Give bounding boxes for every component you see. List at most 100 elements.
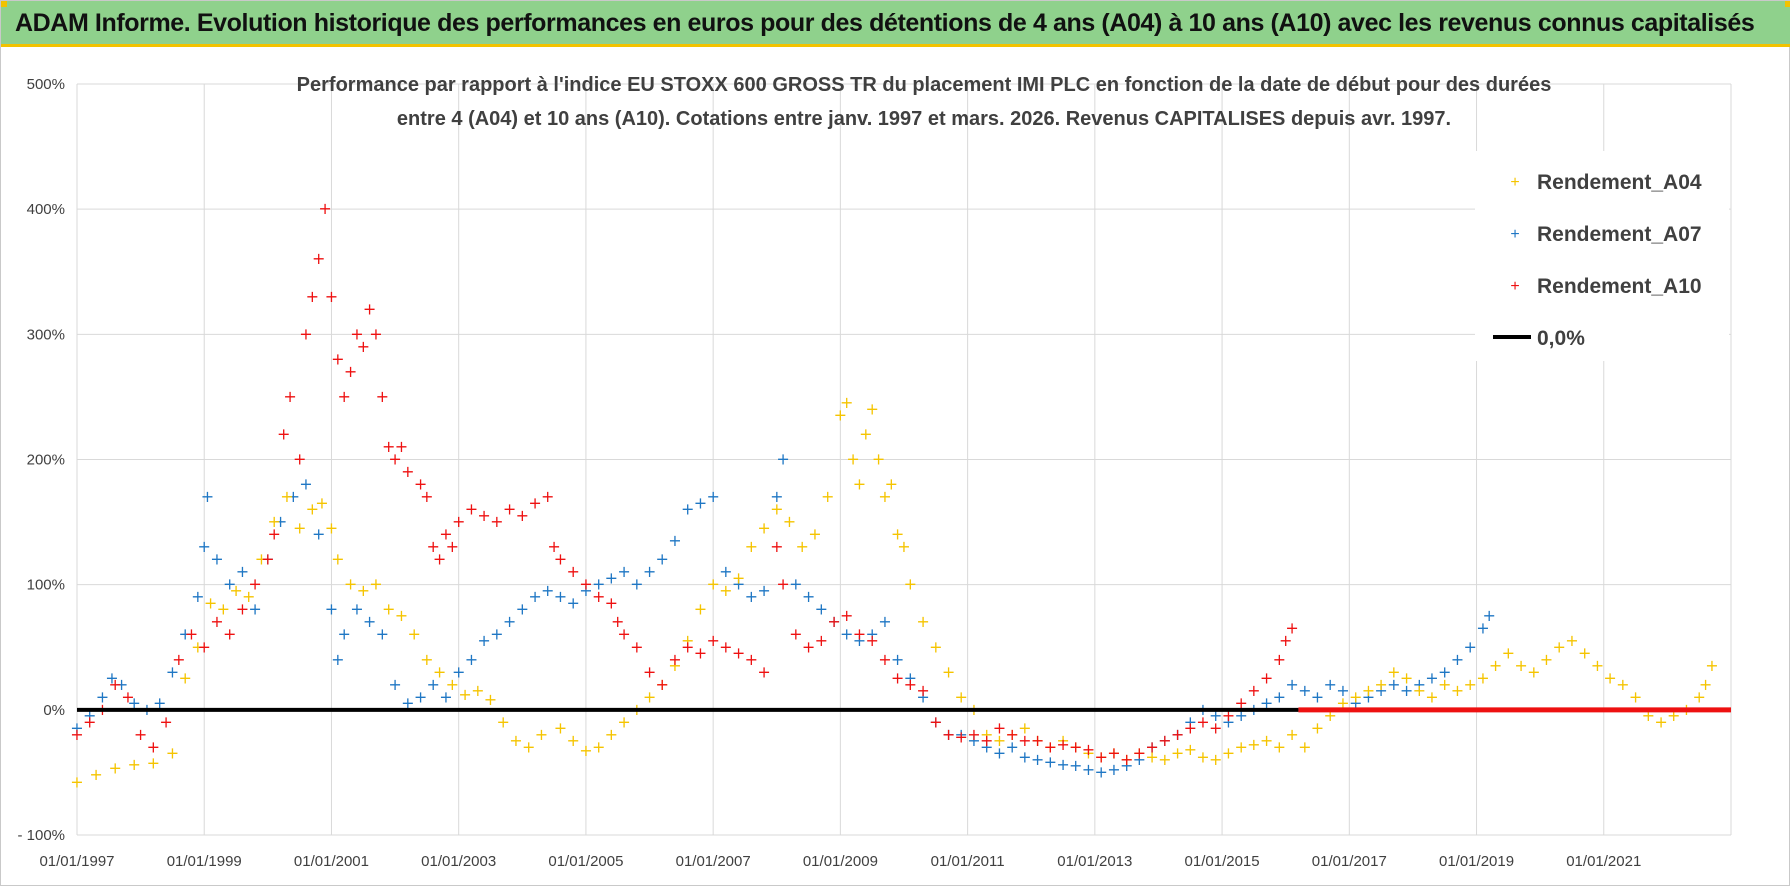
data-point: +	[337, 387, 350, 406]
data-point: +	[325, 287, 338, 306]
data-point: +	[490, 625, 503, 644]
data-point: +	[471, 681, 484, 700]
data-point: +	[229, 581, 242, 600]
data-point: +	[248, 600, 261, 619]
data-point: +	[579, 741, 592, 760]
y-tick-label: 400%	[27, 201, 65, 218]
x-tick-label: 01/01/2015	[1185, 853, 1260, 870]
data-point: +	[1095, 747, 1108, 766]
x-tick-label: 01/01/1999	[167, 853, 242, 870]
data-point: +	[891, 525, 904, 544]
data-point: +	[1298, 681, 1311, 700]
data-point: +	[1476, 618, 1489, 637]
data-point: +	[433, 662, 446, 681]
data-point: +	[477, 506, 490, 525]
data-point: +	[1387, 675, 1400, 694]
report-banner: ADAM Informe. Evolution historique des p…	[1, 1, 1790, 47]
data-point: +	[1279, 631, 1292, 650]
data-point: +	[535, 725, 548, 744]
data-point: +	[503, 612, 516, 631]
data-point: +	[1260, 669, 1273, 688]
data-point: +	[185, 625, 198, 644]
legend-item-a04[interactable]: + Rendement_A04	[1510, 171, 1702, 194]
data-point: +	[528, 587, 541, 606]
x-tick-label: 01/01/2007	[676, 853, 751, 870]
data-point: +	[388, 450, 401, 469]
data-point: +	[236, 562, 249, 581]
data-point: +	[1273, 687, 1286, 706]
data-point: +	[159, 712, 172, 731]
scatter-series: ++++++ +++++++++++++++++++++++ ++++++ ++++ +…	[70, 199, 1731, 791]
data-point: +	[1527, 662, 1540, 681]
data-point: +	[885, 475, 898, 494]
data-point: +	[783, 512, 796, 531]
data-point: +	[1082, 760, 1095, 779]
data-point: +	[694, 493, 707, 512]
data-point: +	[191, 587, 204, 606]
data-point: +	[643, 687, 656, 706]
data-point: +	[955, 725, 968, 744]
data-point: +	[306, 500, 319, 519]
data-point: +	[897, 537, 910, 556]
data-point: +	[465, 500, 478, 519]
data-point: +	[509, 731, 522, 750]
data-point: +	[427, 537, 440, 556]
data-point: +	[668, 650, 681, 669]
series-rendement_a10: ++++++++++++++++++++++++++++++++++++++++…	[70, 199, 1298, 769]
y-tick-label: 200%	[27, 452, 65, 469]
x-tick-label: 01/01/2009	[803, 853, 878, 870]
data-point: +	[420, 650, 433, 669]
data-point: +	[967, 731, 980, 750]
data-point: +	[1120, 750, 1133, 769]
data-point: +	[827, 612, 840, 631]
data-point: +	[388, 675, 401, 694]
data-point: +	[1451, 681, 1464, 700]
data-point: +	[865, 399, 878, 418]
data-point: +	[789, 625, 802, 644]
data-point: +	[401, 462, 414, 481]
data-point: +	[681, 637, 694, 656]
data-point: +	[592, 587, 605, 606]
data-point: +	[312, 525, 325, 544]
data-point: +	[1336, 681, 1349, 700]
data-point: +	[1018, 719, 1031, 738]
data-point: +	[198, 637, 211, 656]
data-point: +	[115, 675, 128, 694]
legend-label-a10: Rendement_A10	[1537, 275, 1702, 298]
data-point: +	[554, 550, 567, 569]
data-point: +	[719, 562, 732, 581]
data-point: +	[617, 562, 630, 581]
data-point: +	[369, 324, 382, 343]
data-point: +	[1234, 737, 1247, 756]
data-point: +	[1184, 719, 1197, 738]
y-axis-ticks: 500% 400% 300% 200% 100% 0% - 100%	[17, 76, 65, 844]
data-point: +	[458, 685, 471, 704]
data-point: +	[1285, 725, 1298, 744]
data-point: +	[452, 662, 465, 681]
data-point: +	[96, 687, 109, 706]
y-tick-label: 100%	[27, 577, 65, 594]
data-point: +	[280, 487, 293, 506]
data-point: +	[757, 662, 770, 681]
x-tick-label: 01/01/2019	[1439, 853, 1514, 870]
data-point: +	[1553, 637, 1566, 656]
legend-item-a07[interactable]: + Rendement_A07	[1510, 223, 1701, 246]
data-point: +	[363, 612, 376, 631]
data-point: +	[566, 562, 579, 581]
data-point: +	[191, 637, 204, 656]
x-tick-label: 01/01/2017	[1312, 853, 1387, 870]
data-point: +	[516, 600, 529, 619]
data-point: +	[878, 612, 891, 631]
data-point: +	[605, 725, 618, 744]
data-point: +	[210, 550, 223, 569]
legend-item-a10[interactable]: + Rendement_A10	[1510, 275, 1701, 298]
data-point: +	[1591, 656, 1604, 675]
data-point: +	[1400, 681, 1413, 700]
legend-item-zero[interactable]: 0,0%	[1493, 327, 1585, 350]
data-point: +	[1400, 669, 1413, 688]
data-point: +	[579, 581, 592, 600]
data-point: +	[299, 324, 312, 343]
data-point: +	[1044, 752, 1057, 771]
data-point: +	[201, 487, 214, 506]
data-point: +	[1540, 650, 1553, 669]
